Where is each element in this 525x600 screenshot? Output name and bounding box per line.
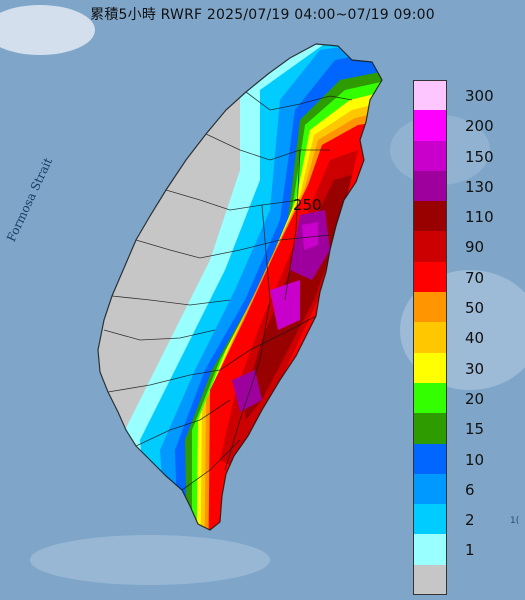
legend-swatch: [413, 231, 447, 262]
legend-label: 110: [465, 208, 494, 227]
legend-swatch: [413, 261, 447, 293]
legend-row: 15: [413, 413, 513, 444]
legend-label: 300: [465, 87, 494, 105]
legend-row: 30: [413, 352, 513, 383]
legend-row: 90: [413, 231, 513, 262]
legend-row: 10: [413, 443, 513, 474]
cloud-patch: [0, 5, 95, 55]
legend-label: 6: [465, 480, 475, 499]
legend-row: 200: [413, 110, 513, 141]
legend-row: 70: [413, 261, 513, 293]
peak-value-label: 250: [293, 196, 322, 214]
legend-swatch: [413, 292, 447, 323]
legend-label: 40: [465, 329, 485, 348]
legend-swatch: [413, 322, 447, 353]
rainfall-legend: 300 200 150 130 110 90 70 50 40 30 20 15 10 6 2 1: [413, 80, 513, 596]
legend-swatch: [413, 140, 447, 171]
legend-label: 1: [465, 541, 475, 560]
legend-swatch: [413, 201, 447, 232]
legend-swatch: [413, 534, 447, 565]
legend-label: 10: [465, 450, 485, 469]
legend-swatch: [413, 352, 447, 383]
legend-label: 50: [465, 299, 485, 318]
legend-swatch: [413, 443, 447, 474]
legend-label: 15: [465, 420, 485, 439]
legend-swatch: [413, 170, 447, 202]
legend-swatch: [413, 564, 447, 596]
legend-row: 110: [413, 201, 513, 232]
legend-row: [413, 564, 513, 596]
legend-row: 40: [413, 322, 513, 353]
legend-row: 6: [413, 473, 513, 505]
cloud-patch: [30, 535, 270, 585]
legend-row: 130: [413, 170, 513, 202]
edge-text: 1(: [510, 516, 520, 526]
legend-label: 150: [465, 147, 494, 166]
legend-row: 150: [413, 140, 513, 171]
legend-row: 2: [413, 504, 513, 535]
legend-label: 200: [465, 117, 494, 136]
legend-label: 30: [465, 359, 485, 378]
legend-row: 20: [413, 382, 513, 414]
legend-label: 90: [465, 238, 485, 257]
legend-label: 70: [465, 268, 485, 287]
legend-row: 300: [413, 80, 513, 111]
legend-swatch: [413, 413, 447, 444]
legend-swatch: [413, 110, 447, 141]
legend-row: 1: [413, 534, 513, 565]
legend-swatch: [413, 382, 447, 414]
legend-swatch: [413, 80, 447, 111]
legend-label: 20: [465, 389, 485, 408]
map-title: 累積5小時 RWRF 2025/07/19 04:00~07/19 09:00: [90, 7, 435, 23]
county-boundaries: [97, 43, 383, 531]
legend-label: 2: [465, 511, 475, 530]
legend-row: 50: [413, 292, 513, 323]
legend-swatch: [413, 473, 447, 505]
legend-label: 130: [465, 177, 494, 196]
legend-swatch: [413, 504, 447, 535]
